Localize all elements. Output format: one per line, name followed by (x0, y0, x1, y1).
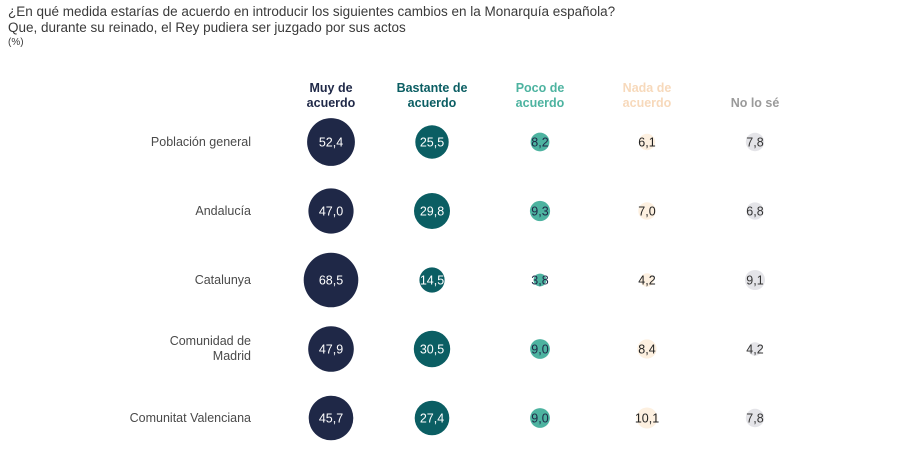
bubble (745, 270, 765, 290)
bubble-value-label: 14,5 (420, 274, 444, 288)
column-header-text: acuerdo (516, 96, 565, 110)
column-header-text: acuerdo (307, 96, 356, 110)
chart-title: ¿En qué medida estarías de acuerdo en in… (8, 4, 616, 19)
bubble-value-label: 7,8 (746, 412, 763, 426)
bubble (745, 132, 765, 152)
bubble-value-label: 30,5 (420, 343, 444, 357)
bubble (307, 118, 355, 166)
bubble-value-label: 9,0 (531, 343, 548, 357)
bubble (415, 125, 449, 159)
bubble (533, 273, 547, 287)
bubble-value-label: 9,1 (746, 274, 763, 288)
bubble-value-label: 47,0 (319, 205, 343, 219)
bubble (636, 407, 658, 429)
bubble-value-label: 27,4 (420, 412, 444, 426)
row-label: Población general (151, 135, 251, 149)
bubble (308, 395, 354, 441)
column-header-text: acuerdo (623, 96, 672, 110)
bubble-value-label: 68,5 (319, 274, 343, 288)
bubble (746, 202, 764, 220)
column-header-text: Nada de (623, 81, 672, 95)
bubble (530, 339, 550, 359)
column-header-text: acuerdo (408, 96, 457, 110)
bubble (530, 132, 550, 152)
bubble (413, 330, 451, 368)
bubble-value-label: 9,3 (531, 205, 548, 219)
column-header-text: No lo sé (731, 96, 780, 110)
row-label: Madrid (213, 349, 251, 363)
bubble-value-label: 6,8 (746, 205, 763, 219)
chart-subtitle: Que, durante su reinado, el Rey pudiera … (8, 20, 406, 35)
chart-title-block: ¿En qué medida estarías de acuerdo en in… (8, 4, 615, 49)
bubble-value-label: 25,5 (420, 136, 444, 150)
bubble-value-label: 6,1 (638, 136, 655, 150)
column-header-text: Muy de (309, 81, 352, 95)
column-header: No lo sé (731, 96, 780, 110)
bubble (745, 408, 765, 428)
row-label: Catalunya (195, 273, 251, 287)
row-label: Andalucía (195, 204, 251, 218)
bubble (748, 342, 762, 356)
bubble-value-label: 9,0 (531, 412, 548, 426)
bubble-value-label: 47,9 (319, 343, 343, 357)
bubble (308, 188, 354, 234)
column-header-text: Bastante de (397, 81, 468, 95)
bubble-value-label: 29,8 (420, 205, 444, 219)
bubble-value-label: 8,4 (638, 343, 655, 357)
bubble (529, 200, 551, 222)
bubble (638, 202, 656, 220)
bubble-value-label: 3,8 (531, 274, 548, 288)
column-header-text: Poco de (516, 81, 565, 95)
bubble (530, 408, 550, 428)
bubble (308, 326, 354, 372)
chart-unit: (%) (8, 37, 24, 48)
bubble (638, 133, 656, 151)
bubble-value-label: 52,4 (319, 136, 343, 150)
bubble-value-label: 4,2 (746, 343, 763, 357)
bubble-value-label: 4,2 (638, 274, 655, 288)
row-label: Comunidad de (170, 334, 251, 348)
bubble (419, 267, 445, 293)
bubble-value-label: 7,0 (638, 205, 655, 219)
bubble-value-label: 7,8 (746, 136, 763, 150)
bubble-value-label: 45,7 (319, 412, 343, 426)
row-label: Comunitat Valenciana (130, 411, 251, 425)
bubble (640, 273, 654, 287)
bubble (637, 339, 657, 359)
bubble-value-label: 8,2 (531, 136, 548, 150)
bubble-value-label: 10,1 (635, 412, 659, 426)
bubble (414, 193, 450, 229)
bubble (414, 400, 450, 436)
bubble (303, 252, 359, 308)
